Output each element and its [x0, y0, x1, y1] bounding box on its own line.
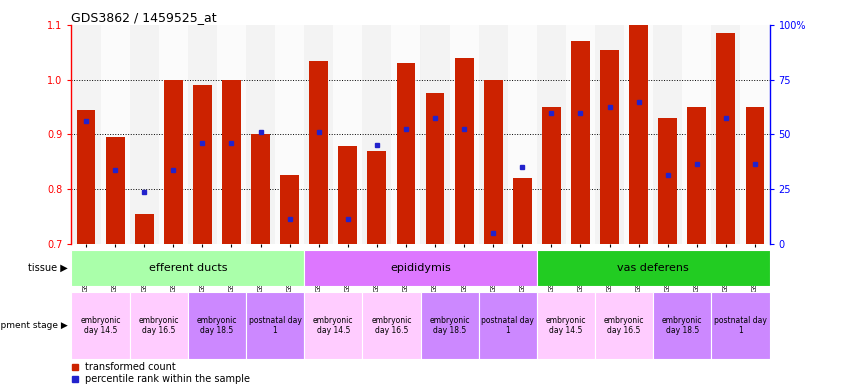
- Text: postnatal day
1: postnatal day 1: [249, 316, 302, 335]
- Bar: [508, 25, 537, 244]
- Bar: [368, 151, 386, 244]
- Bar: [426, 93, 445, 244]
- Bar: [362, 25, 391, 244]
- Bar: [653, 292, 711, 359]
- Bar: [600, 50, 619, 244]
- Bar: [537, 250, 770, 286]
- Bar: [164, 80, 182, 244]
- Bar: [251, 134, 270, 244]
- Text: embryonic
day 16.5: embryonic day 16.5: [604, 316, 644, 335]
- Text: embryonic
day 18.5: embryonic day 18.5: [662, 316, 702, 335]
- Bar: [624, 25, 653, 244]
- Text: tissue ▶: tissue ▶: [28, 263, 67, 273]
- Bar: [362, 292, 420, 359]
- Bar: [135, 214, 154, 244]
- Bar: [304, 250, 537, 286]
- Bar: [711, 292, 770, 359]
- Bar: [106, 137, 124, 244]
- Bar: [304, 292, 362, 359]
- Bar: [420, 292, 479, 359]
- Text: percentile rank within the sample: percentile rank within the sample: [86, 374, 251, 384]
- Bar: [745, 107, 764, 244]
- Bar: [338, 146, 357, 244]
- Bar: [484, 80, 503, 244]
- Bar: [77, 110, 96, 244]
- Text: epididymis: epididymis: [390, 263, 451, 273]
- Text: embryonic
day 16.5: embryonic day 16.5: [139, 316, 179, 335]
- Text: embryonic
day 16.5: embryonic day 16.5: [371, 316, 411, 335]
- Bar: [159, 25, 188, 244]
- Text: postnatal day
1: postnatal day 1: [714, 316, 767, 335]
- Bar: [687, 107, 706, 244]
- Text: embryonic
day 14.5: embryonic day 14.5: [81, 316, 121, 335]
- Text: embryonic
day 18.5: embryonic day 18.5: [430, 316, 470, 335]
- Bar: [537, 292, 595, 359]
- Bar: [420, 25, 450, 244]
- Bar: [246, 292, 304, 359]
- Bar: [629, 25, 648, 244]
- Bar: [280, 175, 299, 244]
- Bar: [193, 85, 212, 244]
- Bar: [513, 178, 532, 244]
- Bar: [711, 25, 740, 244]
- Bar: [246, 25, 275, 244]
- Text: vas deferens: vas deferens: [617, 263, 689, 273]
- Bar: [333, 25, 362, 244]
- Bar: [595, 292, 653, 359]
- Bar: [275, 25, 304, 244]
- Bar: [71, 292, 130, 359]
- Bar: [130, 25, 159, 244]
- Text: GDS3862 / 1459525_at: GDS3862 / 1459525_at: [71, 11, 217, 24]
- Text: embryonic
day 18.5: embryonic day 18.5: [197, 316, 237, 335]
- Bar: [595, 25, 624, 244]
- Bar: [571, 41, 590, 244]
- Bar: [450, 25, 479, 244]
- Bar: [130, 292, 188, 359]
- Bar: [566, 25, 595, 244]
- Bar: [101, 25, 130, 244]
- Bar: [217, 25, 246, 244]
- Bar: [396, 63, 415, 244]
- Bar: [479, 25, 508, 244]
- Bar: [304, 25, 333, 244]
- Bar: [542, 107, 561, 244]
- Bar: [188, 25, 217, 244]
- Text: embryonic
day 14.5: embryonic day 14.5: [546, 316, 586, 335]
- Bar: [455, 58, 473, 244]
- Text: efferent ducts: efferent ducts: [149, 263, 227, 273]
- Bar: [71, 25, 101, 244]
- Text: embryonic
day 14.5: embryonic day 14.5: [313, 316, 353, 335]
- Text: development stage ▶: development stage ▶: [0, 321, 67, 330]
- Bar: [309, 61, 328, 244]
- Bar: [222, 80, 241, 244]
- Text: postnatal day
1: postnatal day 1: [481, 316, 534, 335]
- Bar: [71, 250, 304, 286]
- Bar: [188, 292, 246, 359]
- Bar: [717, 33, 735, 244]
- Bar: [740, 25, 770, 244]
- Bar: [537, 25, 566, 244]
- Bar: [653, 25, 682, 244]
- Bar: [391, 25, 420, 244]
- Bar: [682, 25, 711, 244]
- Bar: [659, 118, 677, 244]
- Text: transformed count: transformed count: [86, 362, 177, 372]
- Bar: [479, 292, 537, 359]
